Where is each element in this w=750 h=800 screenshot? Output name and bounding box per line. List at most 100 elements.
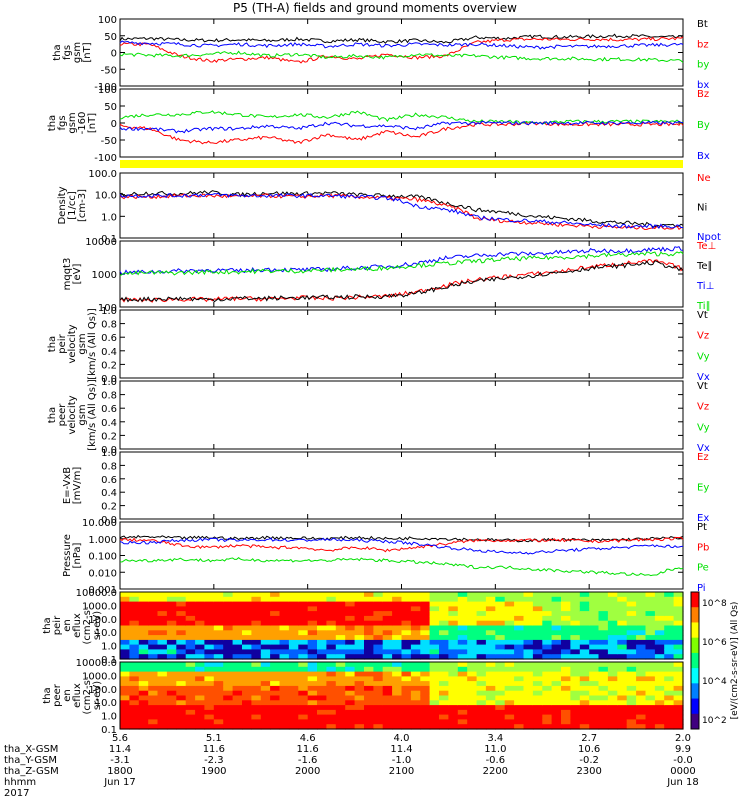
ytick-label: 0.0: [101, 374, 117, 385]
heatmap-cell: [636, 615, 647, 622]
heatmap-cell: [298, 666, 309, 673]
heatmap-cell: [157, 606, 168, 612]
heatmap-cell: [270, 681, 281, 687]
heatmap-cell: [392, 644, 403, 650]
heatmap-cell: [551, 705, 562, 711]
heatmap-cell: [373, 611, 384, 617]
heatmap-cell: [148, 666, 159, 673]
heatmap-cell: [382, 615, 393, 622]
heatmap-cell: [664, 671, 675, 677]
heatmap-cell: [373, 635, 384, 641]
heatmap-cell: [645, 676, 656, 682]
heatmap-cell: [223, 606, 234, 612]
heatmap-cell: [589, 662, 600, 668]
heatmap-cell: [514, 654, 525, 660]
heatmap-cell: [354, 606, 365, 612]
heatmap-cell: [120, 690, 130, 697]
heatmap-cell: [195, 611, 206, 617]
heatmap-cell: [485, 662, 496, 668]
heatmap-cell: [204, 611, 215, 617]
heatmap-cell: [213, 601, 224, 607]
heatmap-cell: [495, 690, 506, 697]
heatmap-cell: [354, 662, 365, 668]
heatmap-cell: [495, 662, 506, 668]
heatmap-cell: [157, 620, 168, 627]
heatmap-cell: [448, 705, 459, 711]
heatmap-cell: [439, 714, 449, 720]
heatmap-cell: [495, 639, 506, 646]
heatmap-cell: [448, 676, 459, 682]
heatmap-cell: [138, 662, 149, 668]
heatmap-cell: [148, 662, 159, 668]
heatmap-cell: [148, 644, 159, 650]
xaxis-row-value: 9.9: [675, 744, 691, 755]
heatmap-cell: [485, 671, 496, 677]
heatmap-cell: [120, 709, 130, 716]
heatmap-cell: [335, 620, 346, 627]
ylabel-line: tha: [47, 336, 58, 352]
heatmap-cell: [176, 611, 187, 617]
ylabel-line: tha: [42, 687, 53, 703]
heatmap-cell: [335, 705, 346, 711]
heatmap-cell: [485, 654, 496, 660]
heatmap-cell: [570, 654, 581, 660]
heatmap-cell: [148, 606, 159, 612]
heatmap-cell: [448, 709, 459, 716]
heatmap-cell: [382, 662, 393, 668]
heatmap-cell: [335, 596, 346, 603]
heatmap-cell: [589, 592, 600, 598]
heatmap-cell: [138, 615, 149, 622]
heatmap-cell: [298, 690, 309, 697]
heatmap-cell: [485, 592, 496, 598]
heatmap-cell: [439, 649, 449, 655]
heatmap-cell: [129, 666, 140, 673]
heatmap-cell: [298, 709, 309, 716]
heatmap-cell: [129, 685, 140, 692]
heatmap-cell: [570, 662, 581, 668]
heatmap-cell: [392, 719, 403, 725]
ylabel-line: eflux: [72, 613, 83, 638]
heatmap-cell: [645, 719, 656, 725]
xaxis-row-value: 11.6: [203, 744, 225, 755]
heatmap-cell: [335, 676, 346, 682]
heatmap-cell: [120, 676, 130, 682]
heatmap-cell: [176, 671, 187, 677]
heatmap-cell: [317, 601, 327, 607]
panel-temperature: [119, 240, 684, 308]
xaxis-row-value: Jun 18: [666, 777, 699, 788]
heatmap-cell: [504, 615, 515, 622]
heatmap-cell: [410, 709, 421, 716]
heatmap-cell: [195, 705, 206, 711]
heatmap-cell: [448, 639, 459, 646]
heatmap-cell: [476, 671, 487, 677]
heatmap-cell: [176, 644, 187, 650]
heatmap-cell: [561, 714, 571, 720]
heatmap-cell: [138, 592, 149, 598]
heatmap-cell: [326, 671, 337, 677]
heatmap-cell: [401, 606, 412, 612]
xaxis-row-value: 11.4: [390, 744, 412, 755]
heatmap-cell: [185, 662, 196, 668]
heatmap-cell: [551, 654, 562, 660]
heatmap-cell: [551, 611, 562, 617]
heatmap-cell: [120, 596, 130, 603]
heatmap-cell: [448, 644, 459, 650]
heatmap-cell: [288, 695, 299, 701]
heatmap-cell: [382, 611, 393, 617]
heatmap-cell: [166, 644, 177, 650]
heatmap-cell: [410, 695, 421, 701]
heatmap-cell: [523, 666, 534, 673]
heatmap-cell: [251, 611, 262, 617]
heatmap-cell: [260, 615, 271, 622]
heatmap-cell: [636, 649, 647, 655]
heatmap-cell: [288, 615, 299, 622]
heatmap-cell: [373, 606, 384, 612]
heatmap-cell: [439, 681, 449, 687]
heatmap-cell: [607, 719, 618, 725]
heatmap-cell: [204, 596, 215, 603]
series-Ni: [119, 190, 684, 228]
heatmap-cell: [636, 676, 647, 682]
heatmap-cell: [401, 724, 412, 730]
colorbar-band: [691, 698, 699, 715]
heatmap-cell: [345, 625, 356, 631]
